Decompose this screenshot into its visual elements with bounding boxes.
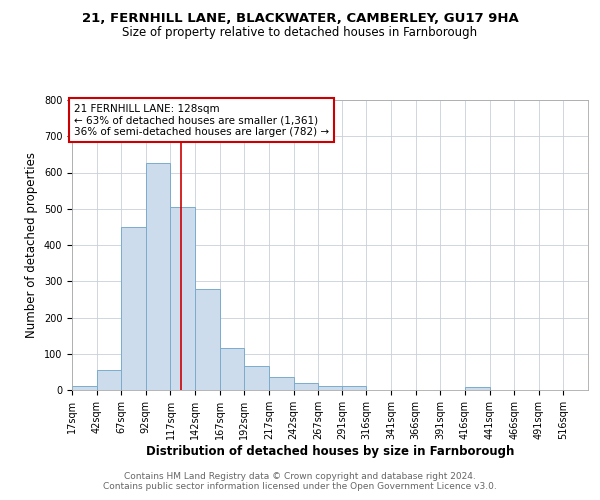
- Bar: [72, 386, 97, 390]
- Text: Contains HM Land Registry data © Crown copyright and database right 2024.: Contains HM Land Registry data © Crown c…: [124, 472, 476, 481]
- Bar: [269, 378, 293, 390]
- Bar: [97, 370, 121, 390]
- Bar: [170, 207, 195, 390]
- Bar: [195, 288, 220, 390]
- Bar: [318, 386, 343, 390]
- Bar: [244, 366, 269, 390]
- Text: Size of property relative to detached houses in Farnborough: Size of property relative to detached ho…: [122, 26, 478, 39]
- Bar: [465, 387, 490, 390]
- Bar: [146, 164, 170, 390]
- X-axis label: Distribution of detached houses by size in Farnborough: Distribution of detached houses by size …: [146, 444, 514, 458]
- Text: Contains public sector information licensed under the Open Government Licence v3: Contains public sector information licen…: [103, 482, 497, 491]
- Text: 21, FERNHILL LANE, BLACKWATER, CAMBERLEY, GU17 9HA: 21, FERNHILL LANE, BLACKWATER, CAMBERLEY…: [82, 12, 518, 26]
- Bar: [121, 227, 146, 390]
- Y-axis label: Number of detached properties: Number of detached properties: [25, 152, 38, 338]
- Bar: [293, 383, 318, 390]
- Text: 21 FERNHILL LANE: 128sqm
← 63% of detached houses are smaller (1,361)
36% of sem: 21 FERNHILL LANE: 128sqm ← 63% of detach…: [74, 104, 329, 137]
- Bar: [342, 386, 367, 390]
- Bar: [220, 348, 244, 390]
